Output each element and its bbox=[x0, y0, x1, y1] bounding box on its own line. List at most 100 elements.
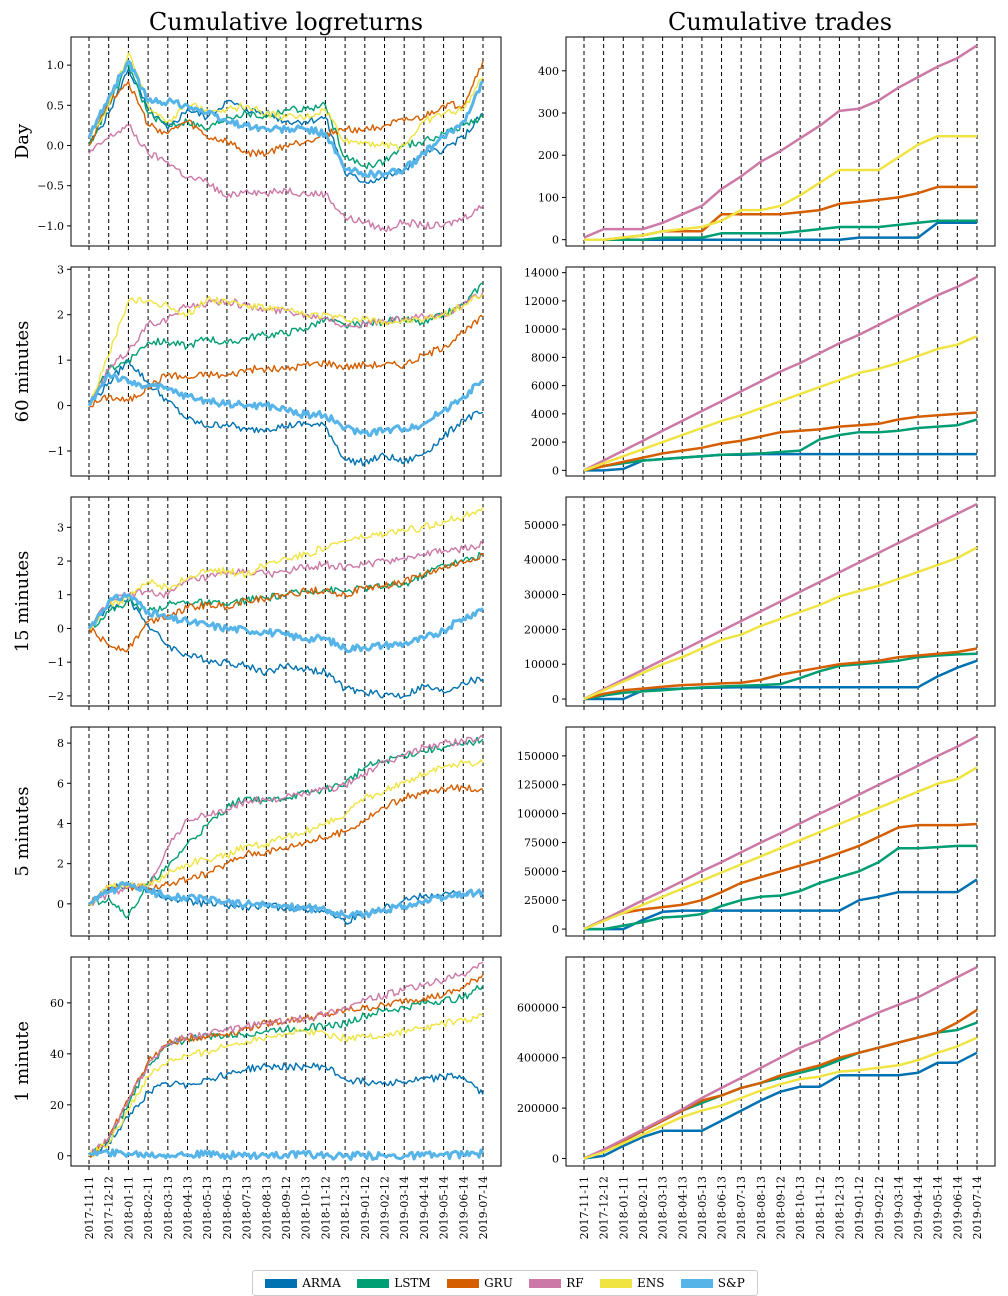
y-tick-label: 60 bbox=[50, 997, 64, 1010]
x-tick-label: 2018-01-11 bbox=[122, 1176, 135, 1239]
y-tick-label: −1.0 bbox=[37, 220, 64, 233]
legend-item: ENS bbox=[599, 1276, 665, 1290]
x-tick-label: 2018-08-13 bbox=[260, 1176, 273, 1239]
series-line-lstm bbox=[584, 219, 977, 241]
y-tick-label: 2 bbox=[57, 858, 64, 871]
y-tick-label: 50000 bbox=[524, 865, 559, 878]
y-tick-label: 0 bbox=[552, 1152, 559, 1165]
panel-r1-c1: 0 2000 4000 6000 8000 10000 12000 14000 bbox=[524, 266, 996, 480]
x-tick-label: 2017-12-12 bbox=[598, 1176, 611, 1239]
x-tick-label: 2019-07-14 bbox=[477, 1176, 490, 1239]
y-tick-label: 12000 bbox=[524, 295, 559, 308]
series-line-ens bbox=[583, 766, 978, 931]
series-line-rf bbox=[583, 502, 978, 701]
series-line-ens bbox=[88, 293, 484, 407]
y-tick-label: 0 bbox=[552, 693, 559, 706]
series-line-ens bbox=[88, 52, 484, 150]
legend-swatch bbox=[529, 1278, 562, 1288]
series-line-gru bbox=[88, 60, 484, 158]
legend-label: ENS bbox=[636, 1276, 665, 1290]
y-tick-label: 0 bbox=[57, 898, 64, 911]
x-tick-label: 2018-10-13 bbox=[794, 1176, 807, 1239]
x-tick-label: 2018-02-11 bbox=[637, 1176, 650, 1239]
right-column-title: Cumulative trades bbox=[668, 8, 892, 36]
x-tick-label: 2019-06-14 bbox=[951, 1176, 964, 1239]
y-tick-label: 125000 bbox=[517, 779, 559, 792]
legend: ARMA LSTM GRU RF ENS S&P bbox=[252, 1270, 758, 1296]
legend-item: S&P bbox=[680, 1276, 745, 1290]
panel-frame bbox=[70, 36, 502, 247]
x-tick-label: 2018-05-13 bbox=[696, 1176, 709, 1239]
series-line-gru bbox=[583, 411, 978, 472]
y-tick-label: 25000 bbox=[524, 894, 559, 907]
x-tick-label: 2018-07-13 bbox=[735, 1176, 748, 1239]
x-tick-label: 2018-07-13 bbox=[241, 1176, 254, 1239]
y-tick-label: 0.0 bbox=[47, 140, 65, 153]
y-tick-label: 1 bbox=[57, 354, 64, 367]
y-tick-label: 40 bbox=[50, 1048, 64, 1061]
y-tick-label: 1.0 bbox=[47, 59, 65, 72]
y-tick-label: 0 bbox=[57, 1150, 64, 1163]
series-line-lstm bbox=[88, 282, 484, 406]
row-label: Day bbox=[12, 123, 33, 159]
y-tick-label: 0 bbox=[552, 464, 559, 477]
series-line-ens bbox=[88, 1013, 484, 1157]
series-line-gru bbox=[88, 552, 484, 653]
x-tick-label: 2019-05-14 bbox=[438, 1176, 451, 1239]
series-line-gru bbox=[88, 314, 484, 408]
y-tick-label: 2 bbox=[57, 309, 64, 322]
series-line-arma bbox=[583, 1051, 978, 1160]
x-tick-label: 2019-02-12 bbox=[873, 1176, 886, 1239]
x-tick-label: 2019-03-14 bbox=[892, 1176, 905, 1239]
x-tick-label: 2019-04-14 bbox=[418, 1176, 431, 1239]
series-line-rf bbox=[88, 124, 484, 233]
y-tick-label: 14000 bbox=[524, 267, 559, 280]
row-label: 1 minute bbox=[12, 1021, 33, 1102]
x-tick-label: 2019-04-14 bbox=[912, 1176, 925, 1239]
row-label: 15 minutes bbox=[12, 551, 33, 653]
series-line-rf bbox=[583, 735, 978, 931]
panel-r4-c0: 0 20 40 60 1 minute 2017-11-11 2017-12-12 2018-… bbox=[12, 956, 502, 1239]
y-tick-label: 200000 bbox=[517, 1102, 559, 1115]
y-tick-label: 4000 bbox=[531, 408, 559, 421]
legend-item: LSTM bbox=[357, 1276, 431, 1290]
y-tick-label: 75000 bbox=[524, 836, 559, 849]
y-tick-label: 2000 bbox=[531, 436, 559, 449]
x-tick-label: 2018-09-12 bbox=[775, 1176, 788, 1239]
x-tick-label: 2018-08-13 bbox=[755, 1176, 768, 1239]
series-line-sandp bbox=[88, 881, 485, 920]
y-tick-label: 150000 bbox=[517, 750, 559, 763]
y-tick-label: 0 bbox=[552, 923, 559, 936]
x-tick-label: 2019-06-14 bbox=[457, 1176, 470, 1239]
series-line-lstm bbox=[88, 64, 484, 170]
x-tick-label: 2018-04-13 bbox=[676, 1176, 689, 1239]
panels-group: −1.0−0.50.00.51.0Day0100200300400−101236… bbox=[12, 36, 996, 1239]
series-line-arma bbox=[88, 1062, 484, 1158]
y-tick-label: 200 bbox=[538, 149, 559, 162]
series-line-lstm bbox=[584, 844, 977, 931]
y-tick-label: 100000 bbox=[517, 808, 559, 821]
y-tick-label: 10000 bbox=[524, 323, 559, 336]
series-line-ens bbox=[583, 1036, 978, 1160]
series-line-rf bbox=[583, 44, 978, 239]
y-tick-label: 30000 bbox=[524, 589, 559, 602]
x-tick-label: 2018-10-13 bbox=[300, 1176, 313, 1239]
x-tick-label: 2017-11-11 bbox=[83, 1176, 96, 1239]
panel-r0-c1: 0 100 200 300 400 bbox=[538, 36, 996, 250]
series-line-gru bbox=[583, 822, 978, 931]
y-tick-label: 100 bbox=[538, 191, 559, 204]
series-line-lstm bbox=[583, 652, 978, 701]
panel-r1-c0: −1 0 1 2 3 60 minutes bbox=[12, 263, 502, 480]
y-tick-label: 40000 bbox=[524, 554, 559, 567]
panel-frame bbox=[70, 956, 502, 1167]
legend-swatch bbox=[265, 1278, 298, 1288]
series-line-ens bbox=[583, 335, 978, 472]
series-line-sandp bbox=[87, 59, 485, 179]
legend-label: ARMA bbox=[302, 1276, 341, 1290]
y-tick-label: 400 bbox=[538, 65, 559, 78]
series-line-rf bbox=[88, 540, 484, 629]
x-tick-label: 2018-06-13 bbox=[221, 1176, 234, 1239]
y-tick-label: 2 bbox=[57, 555, 64, 568]
legend-item: RF bbox=[529, 1276, 584, 1290]
panel-r2-c0: −2 −1 0 1 2 3 15 minutes bbox=[12, 496, 502, 710]
